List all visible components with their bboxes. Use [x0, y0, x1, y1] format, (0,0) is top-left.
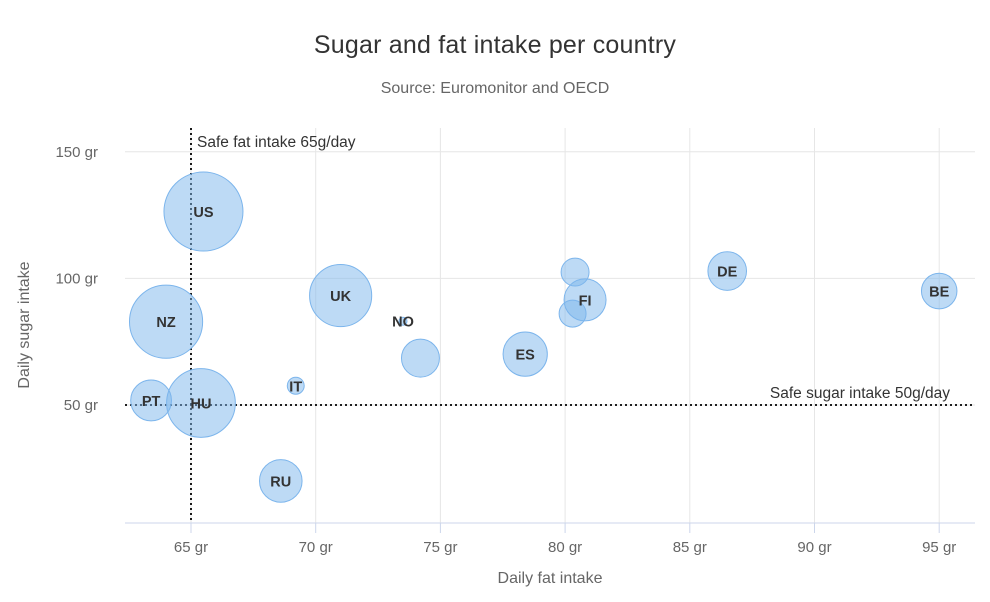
bubble-label-FI: FI: [579, 293, 592, 309]
y-tick-label: 100 gr: [55, 270, 98, 287]
bubble-BE[interactable]: [920, 272, 958, 310]
plotline-label-safe-fat: Safe fat intake 65g/day: [197, 134, 356, 151]
bubble-NO[interactable]: [398, 316, 408, 326]
x-axis-title: Daily fat intake: [497, 570, 603, 587]
x-tick-label: 90 gr: [797, 539, 831, 556]
bubble-label-PT: PT: [142, 394, 161, 410]
bubble-label-UK: UK: [330, 289, 351, 305]
x-tick-label: 85 gr: [673, 539, 707, 556]
bubble-PT[interactable]: [130, 379, 172, 422]
x-tick-label: 95 gr: [922, 539, 956, 556]
x-tick-label: 80 gr: [548, 539, 582, 556]
x-tick-label: 75 gr: [423, 539, 457, 556]
bubble-DE[interactable]: [707, 251, 748, 291]
y-tick-label: 150 gr: [55, 144, 98, 161]
y-tick-label: 50 gr: [64, 397, 98, 414]
chart-title: Sugar and fat intake per country: [313, 31, 677, 59]
bubble-FR[interactable]: [400, 338, 440, 378]
chart-subtitle: Source: Euromonitor and OECD: [380, 80, 610, 97]
bubble-label-HU: HU: [190, 396, 211, 412]
y-axis-title: Daily sugar intake: [16, 261, 33, 389]
bubble-label-RU: RU: [270, 474, 291, 490]
bubble-US[interactable]: [163, 171, 244, 252]
bubble-label-US: US: [193, 205, 213, 221]
plotline-label-safe-sugar: Safe sugar intake 50g/day: [769, 385, 950, 402]
bubble-label-IT: IT: [289, 379, 302, 395]
x-tick-label: 70 gr: [299, 539, 333, 556]
bubble-label-ES: ES: [516, 348, 536, 364]
bubble-NL[interactable]: [560, 257, 590, 287]
x-tick-label: 65 gr: [174, 539, 208, 556]
bubble-RU[interactable]: [258, 459, 303, 503]
bubble-label-NO: NO: [392, 315, 414, 331]
bubble-IT[interactable]: [286, 376, 305, 395]
bubble-UK[interactable]: [309, 264, 373, 328]
bubble-NZ[interactable]: [128, 284, 204, 359]
bubble-label-DE: DE: [717, 265, 737, 281]
bubble-SE[interactable]: [558, 299, 587, 328]
bubble-label-BE: BE: [929, 285, 949, 301]
bubble-ES[interactable]: [502, 331, 548, 377]
bubble-label-NZ: NZ: [156, 315, 175, 331]
